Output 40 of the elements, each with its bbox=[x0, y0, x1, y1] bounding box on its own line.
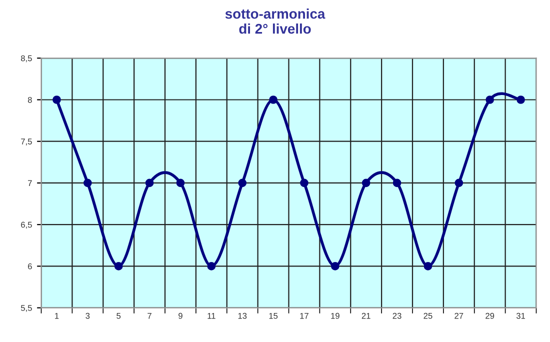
x-tick-label: 21 bbox=[362, 312, 370, 319]
x-tick-label: 11 bbox=[208, 312, 216, 319]
chart-title: sotto-armonica di 2° livello bbox=[225, 8, 326, 34]
x-tick-label: 25 bbox=[424, 312, 432, 319]
y-tick-label: 8 bbox=[28, 96, 32, 103]
x-tick-label: 7 bbox=[148, 312, 152, 319]
point bbox=[362, 178, 370, 188]
x-tick-label: 27 bbox=[454, 312, 464, 319]
point bbox=[145, 178, 154, 188]
x-tick-label: 3 bbox=[86, 312, 90, 319]
x-tick-label: 17 bbox=[300, 312, 308, 319]
point bbox=[207, 262, 216, 270]
x-tick-label: 9 bbox=[178, 312, 182, 319]
y-tick-label: 5,5 bbox=[20, 305, 32, 312]
x-tick-label: 1 bbox=[55, 312, 59, 319]
x-tick-label: 31 bbox=[516, 312, 526, 319]
y-tick-label: 7,5 bbox=[21, 138, 32, 146]
point bbox=[83, 178, 92, 188]
x-tick-label: 15 bbox=[269, 312, 278, 319]
x-tick-label: 19 bbox=[331, 312, 340, 319]
point bbox=[269, 96, 278, 104]
point bbox=[176, 178, 185, 188]
point bbox=[424, 262, 432, 270]
point bbox=[330, 262, 340, 270]
x-tick-label: 13 bbox=[238, 312, 247, 319]
point bbox=[238, 178, 247, 188]
x-tick-label: 5 bbox=[116, 312, 121, 319]
point bbox=[300, 178, 308, 188]
y-tick-label: 7 bbox=[28, 180, 32, 186]
x-tick-label: 29 bbox=[486, 312, 494, 319]
x-tick-label: 23 bbox=[392, 312, 402, 319]
point bbox=[52, 96, 61, 104]
point bbox=[454, 178, 464, 188]
point bbox=[392, 178, 402, 188]
point bbox=[114, 262, 123, 270]
point bbox=[516, 96, 525, 104]
y-tick-label: 8,5 bbox=[21, 55, 32, 62]
y-tick-label: 6 bbox=[28, 263, 32, 270]
point bbox=[486, 96, 494, 104]
y-tick-label: 6,5 bbox=[21, 222, 32, 229]
